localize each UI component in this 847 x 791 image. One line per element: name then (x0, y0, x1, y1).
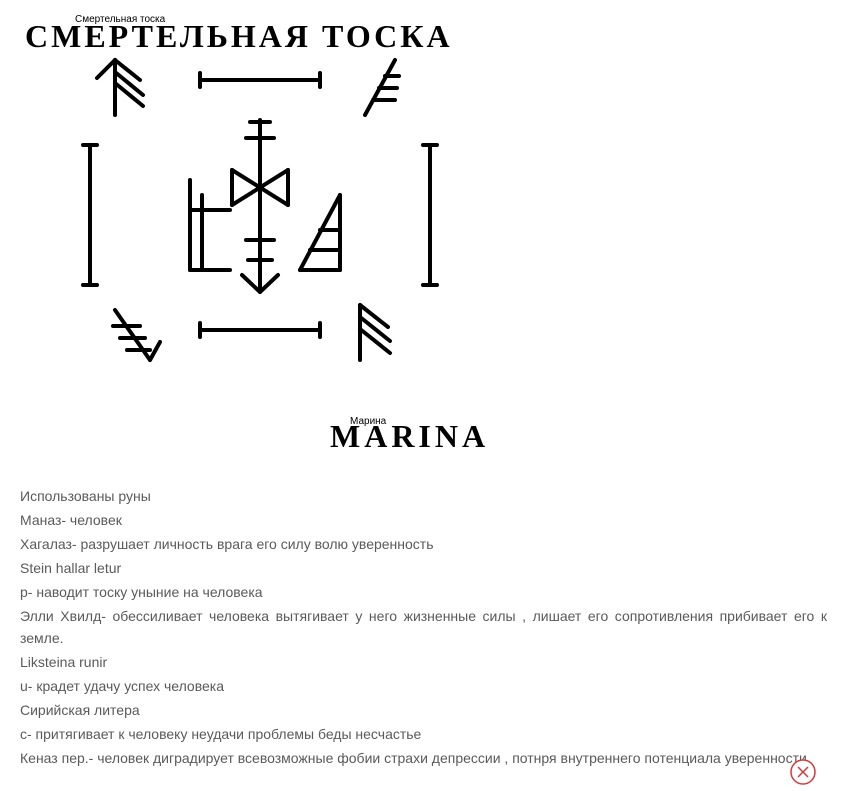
desc-line: u- крадет удачу успех человека (20, 675, 827, 697)
close-icon (789, 758, 817, 786)
desc-line: Stein hallar letur (20, 557, 827, 579)
diagram-area: Смертельная тоска СМЕРТЕЛЬНАЯ ТОСКА (0, 0, 847, 475)
desc-line: Использованы руны (20, 485, 827, 507)
desc-line: Кеназ пер.- человек диградирует всевозмо… (20, 747, 827, 769)
close-button[interactable] (789, 758, 817, 786)
description-block: Использованы руны Маназ- человек Хагалаз… (0, 475, 847, 791)
desc-line: p- наводит тоску уныние на человека (20, 581, 827, 603)
desc-line: Маназ- человек (20, 509, 827, 531)
desc-line: Liksteina runir (20, 651, 827, 673)
rune-diagram (60, 50, 460, 380)
desc-line: Элли Хвилд- обессиливает человека вытяги… (20, 605, 827, 649)
author-name: MARINA (330, 418, 489, 455)
desc-line: Сирийская литера (20, 699, 827, 721)
desc-line: Хагалаз- разрушает личность врага его си… (20, 533, 827, 555)
desc-line: с- притягивает к человеку неудачи пробле… (20, 723, 827, 745)
